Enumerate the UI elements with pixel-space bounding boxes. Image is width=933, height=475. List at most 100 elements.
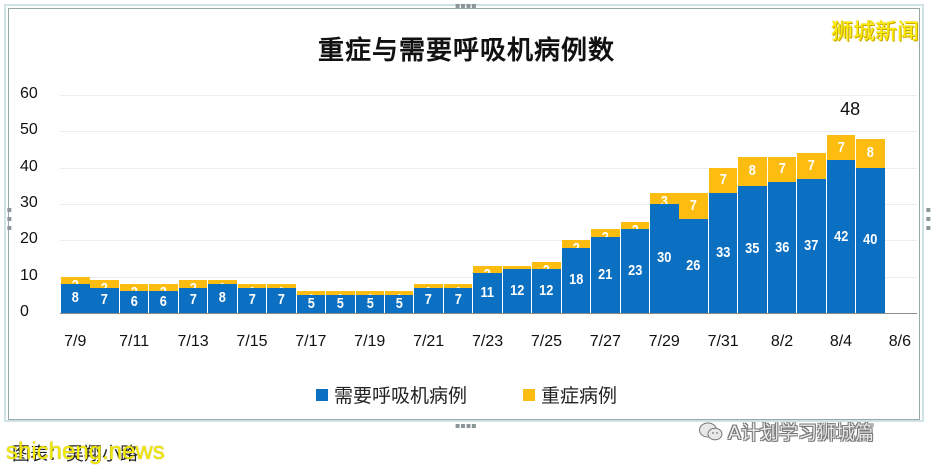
bar-7/27: 2 21: [591, 229, 620, 313]
gridline: [60, 131, 917, 133]
bar-segment-severe: 8: [856, 138, 885, 168]
bar-7/23: 211: [473, 265, 502, 313]
legend-item-ventilator: 需要呼吸机病例: [315, 381, 467, 408]
bar-segment-severe: 2: [61, 276, 90, 294]
bar-label-severe: 7: [778, 160, 786, 178]
bar-segment-ventilator: 35: [738, 185, 767, 313]
bar-label-ventilator: 8: [71, 289, 79, 307]
bar-7/21: 17: [414, 283, 443, 313]
bar-segment-severe: 2: [591, 229, 620, 246]
bar-7/10: 27: [90, 280, 119, 313]
bar-label-ventilator: 12: [539, 282, 554, 300]
bar-segment-ventilator: 5: [326, 294, 355, 313]
bar-label-ventilator: 7: [101, 291, 109, 309]
bar-label-ventilator: 7: [189, 291, 197, 309]
y-tick-label: 20: [20, 230, 38, 248]
bar-segment-severe: 7: [679, 193, 708, 219]
bar-label-ventilator: 7: [425, 291, 433, 309]
bar-segment-ventilator: 5: [384, 294, 414, 313]
bar-label-severe: 7: [837, 138, 845, 156]
bar-segment-severe: 7: [767, 156, 797, 183]
x-tick-label: 7/11: [119, 333, 150, 350]
x-tick-label: 7/21: [413, 333, 445, 350]
x-tick-label: 7/23: [471, 333, 504, 350]
caption: 图表：吴翔小路: [12, 444, 138, 465]
bar-segment-ventilator: 7: [414, 287, 443, 313]
bar-7/13: 27: [178, 280, 208, 313]
bar-segment-severe: 7: [826, 134, 856, 161]
x-tick-label: 7/19: [354, 333, 386, 350]
bar-segment-ventilator: 7: [178, 287, 208, 313]
total-annotation: 48: [840, 99, 861, 119]
y-tick-label: 50: [20, 121, 38, 139]
gridline: [60, 240, 917, 242]
bar-segment-ventilator: 11: [473, 273, 502, 313]
bar-segment-severe: 3: [650, 193, 679, 210]
chart-frame-outer: [4, 4, 924, 422]
x-tick-label: 7/27: [589, 333, 621, 350]
bar-label-severe: 7: [719, 171, 727, 189]
bar-segment-severe: 2: [119, 283, 149, 301]
bar-label-ventilator: 5: [366, 294, 374, 312]
bar-8/2: 7 36: [767, 156, 797, 313]
bar-segment-ventilator: 12: [532, 269, 561, 313]
bar-7/15: 17: [237, 283, 267, 313]
resize-handle-right[interactable]: ▪▪▪: [924, 205, 933, 232]
x-tick-label: 7/31: [707, 333, 739, 350]
x-tick-label: 7/29: [648, 333, 680, 350]
legend: 需要呼吸机病例 重症病例: [0, 381, 933, 408]
bar-label-severe: 8: [749, 162, 757, 180]
bar-segment-severe: 2: [561, 240, 591, 257]
bar-7/19: 15: [355, 291, 384, 313]
bar-segment-severe: 2: [473, 265, 502, 283]
bar-label-ventilator: 21: [598, 265, 613, 283]
legend-swatch-blue: [315, 388, 328, 401]
resize-handle-left[interactable]: ▪▪▪: [5, 205, 14, 232]
bar-segment-ventilator: 18: [561, 247, 591, 313]
resize-handle-bottom[interactable]: ▪▪▪▪: [455, 421, 477, 430]
x-tick-label: 8/2: [770, 333, 794, 350]
bar-segment-ventilator: 8: [61, 283, 90, 313]
bar-segment-ventilator: 12: [502, 269, 532, 313]
bar-8/3: 7 37: [797, 153, 826, 313]
y-tick-label: 30: [20, 194, 38, 211]
bar-segment-severe: 2: [90, 280, 119, 297]
bar-segment-ventilator: 6: [149, 291, 178, 313]
bar-segment-severe: 7: [708, 167, 738, 194]
bar-label-ventilator: 37: [804, 236, 819, 254]
x-axis-line: [60, 313, 917, 314]
bar-segment-severe: 8: [738, 156, 767, 186]
bar-segment-ventilator: 7: [237, 287, 267, 313]
resize-handle-top[interactable]: ▪▪▪▪: [455, 1, 477, 10]
bar-label-ventilator: 18: [568, 271, 583, 289]
wechat-watermark: A计划学习狮城篇: [698, 418, 874, 445]
x-tick-label: 7/25: [530, 333, 562, 350]
bar-segment-severe: 2: [149, 283, 178, 301]
bar-label-ventilator: 36: [774, 238, 790, 256]
bar-7/20: 15: [384, 291, 414, 313]
bar-7/26: 2 18: [561, 240, 591, 313]
bar-label-severe: 7: [690, 196, 698, 214]
bar-7/11: 26: [119, 283, 149, 313]
bar-segment-ventilator: 30: [650, 203, 679, 313]
chart-title: 重症与需要呼吸机病例数: [317, 36, 615, 66]
bar-label-ventilator: 5: [336, 294, 344, 312]
bar-segment-ventilator: 40: [856, 167, 885, 313]
bar-segment-ventilator: 5: [355, 294, 384, 313]
legend-label: 需要呼吸机病例: [333, 385, 467, 407]
x-tick-label: 8/6: [888, 333, 911, 350]
bar-segment-ventilator: 23: [620, 229, 650, 313]
bar-8/1: 8 35: [738, 156, 767, 313]
bar-segment-severe: 2: [620, 222, 650, 239]
bar-label-ventilator: 11: [480, 284, 495, 301]
bar-label-ventilator: 5: [395, 294, 403, 312]
bar-label-ventilator: 40: [863, 231, 878, 249]
caption-watermark: shicheng.news: [6, 438, 165, 465]
bar-label-ventilator: 7: [454, 291, 462, 309]
legend-item-severe: 重症病例: [523, 381, 617, 408]
bar-segment-severe: 7: [797, 153, 826, 179]
wechat-watermark-text: A计划学习狮城篇: [728, 422, 874, 444]
bar-label-ventilator: 26: [686, 256, 701, 274]
bar-segment-ventilator: 7: [443, 287, 473, 313]
bar-7/24: 112: [502, 265, 532, 313]
